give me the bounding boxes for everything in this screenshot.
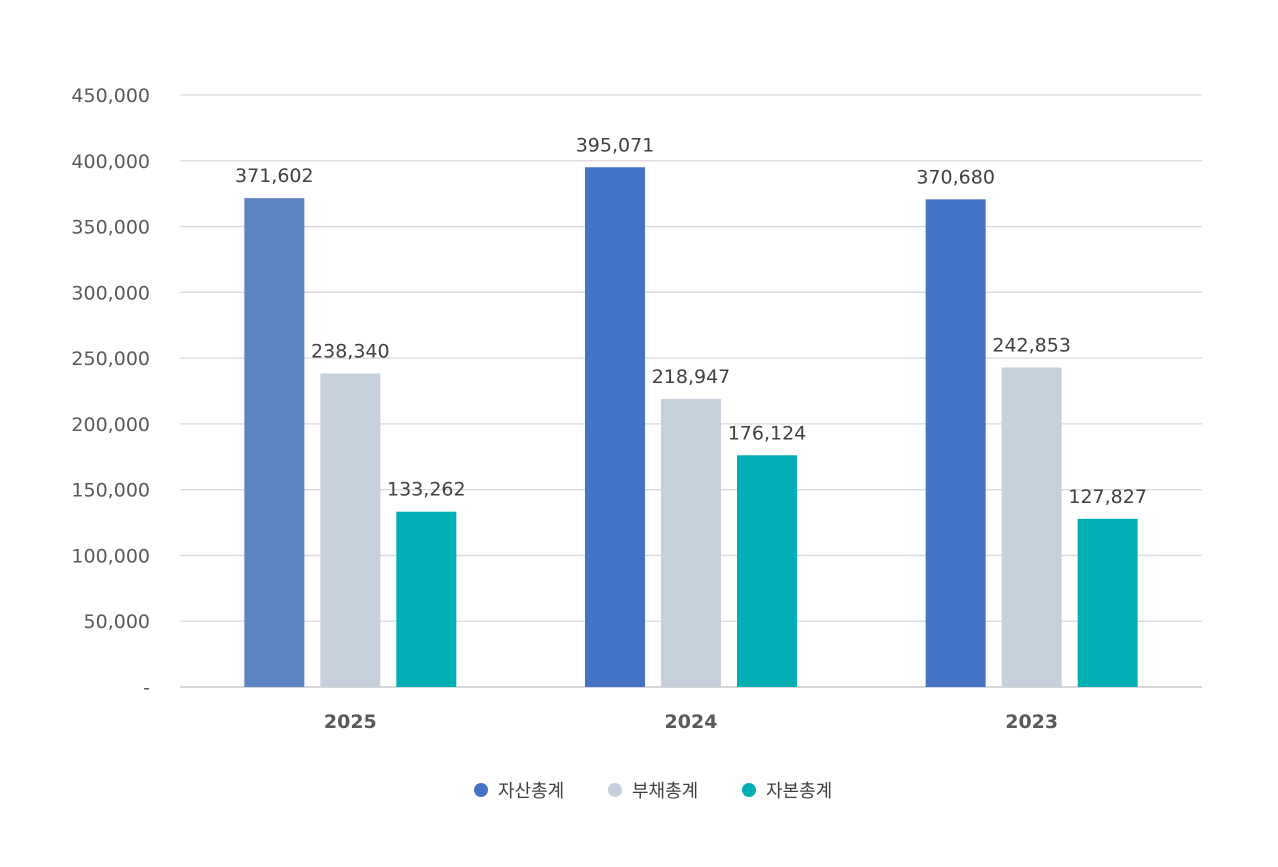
y-tick-label: - — [143, 677, 150, 699]
bar-2025-2 — [396, 511, 457, 687]
legend-marker — [474, 783, 488, 797]
data-label: 133,262 — [387, 479, 466, 501]
y-tick-label: 200,000 — [71, 414, 150, 436]
legend: 자산총계 부채총계 자본총계 — [474, 781, 832, 802]
bar-2023-0 — [925, 199, 986, 688]
x-tick-label: 2024 — [665, 711, 718, 733]
y-tick-label: 100,000 — [71, 545, 150, 567]
y-tick-label: 150,000 — [71, 480, 150, 502]
legend-label: 자산총계 — [498, 781, 564, 802]
data-label: 242,853 — [992, 335, 1071, 357]
x-tick-label: 2025 — [324, 711, 377, 733]
y-tick-label: 300,000 — [71, 282, 150, 304]
bar-2024-2 — [737, 455, 797, 687]
legend-label: 부채총계 — [632, 781, 698, 802]
y-axis: - 50,000 100,000 150,000 200,000 250,000 300,0… — [71, 85, 150, 699]
legend-marker — [608, 783, 622, 797]
bar-2024-0 — [585, 167, 645, 687]
x-axis: 2025 2024 2023 — [324, 711, 1058, 733]
y-tick-label: 50,000 — [84, 611, 150, 633]
legend-label: 자본총계 — [766, 781, 832, 802]
data-label: 127,827 — [1068, 486, 1147, 508]
bar-2025-1 — [320, 373, 381, 687]
y-tick-label: 400,000 — [71, 151, 150, 173]
data-label: 238,340 — [311, 340, 390, 362]
data-label: 218,947 — [652, 366, 731, 388]
bars — [244, 167, 1138, 688]
y-tick-label: 350,000 — [71, 217, 150, 239]
y-tick-label: 450,000 — [71, 85, 150, 107]
y-tick-label: 250,000 — [71, 348, 150, 370]
bar-2024-1 — [661, 398, 721, 687]
x-tick-label: 2023 — [1005, 711, 1058, 733]
legend-marker — [742, 783, 756, 797]
data-label: 371,602 — [235, 165, 314, 187]
data-labels: 371,602 238,340 133,262 395,071 218,947 176,1… — [235, 134, 1147, 508]
data-label: 176,124 — [728, 422, 807, 444]
data-label: 370,680 — [916, 166, 995, 188]
data-label: 395,071 — [576, 134, 655, 156]
bar-2023-1 — [1001, 367, 1062, 687]
bar-2023-2 — [1077, 518, 1138, 687]
bar-2025-0 — [244, 198, 305, 688]
